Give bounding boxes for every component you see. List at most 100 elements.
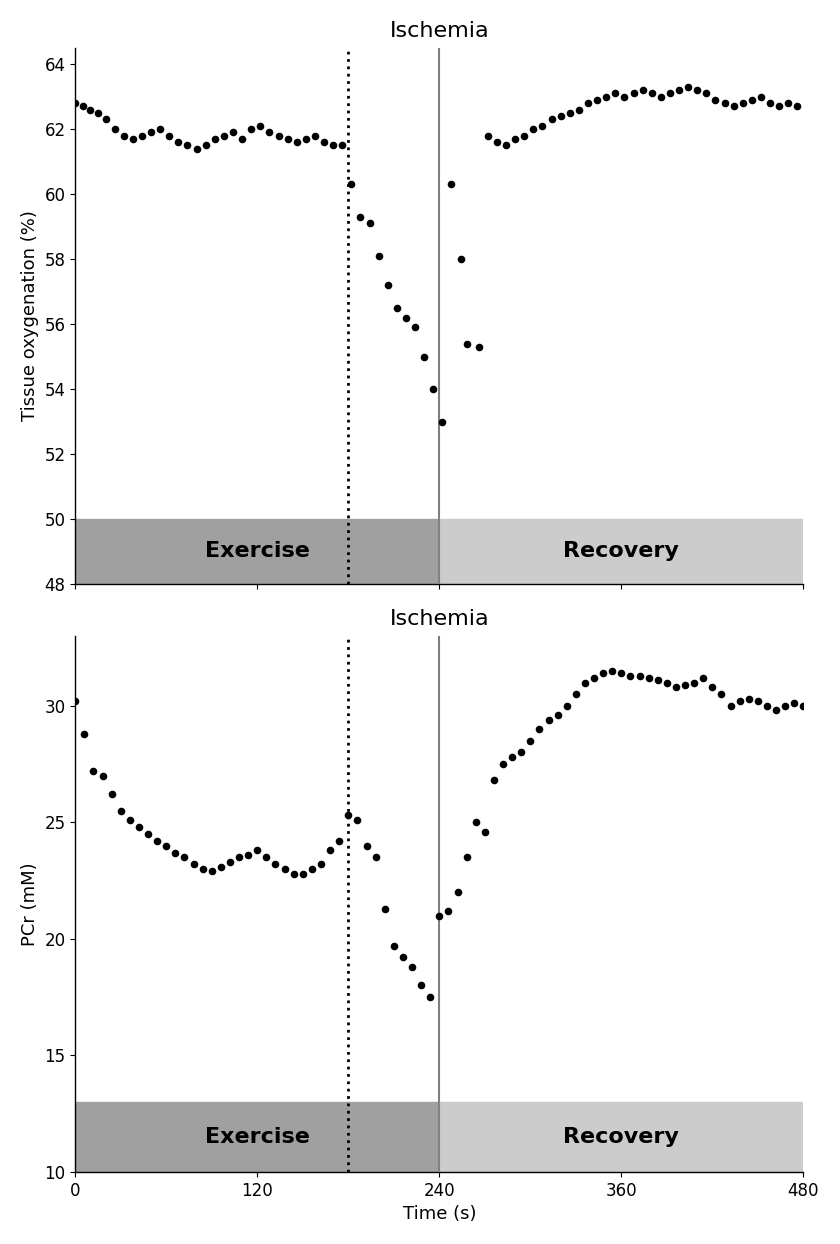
Point <box>126 129 139 149</box>
Point <box>796 695 810 715</box>
Point <box>378 898 391 918</box>
Point <box>572 100 585 119</box>
Text: Recovery: Recovery <box>564 541 680 561</box>
Point <box>132 817 145 837</box>
Title: Ischemia: Ischemia <box>390 608 489 628</box>
Point <box>77 724 91 744</box>
Point <box>181 136 194 156</box>
Point <box>272 126 286 146</box>
Point <box>296 863 309 883</box>
Point <box>696 668 710 688</box>
Point <box>235 129 249 149</box>
Point <box>681 77 695 97</box>
Point <box>414 975 428 995</box>
Point <box>254 116 267 136</box>
Point <box>460 847 474 867</box>
Point <box>642 668 655 688</box>
Point <box>709 90 722 109</box>
Point <box>527 119 540 139</box>
Point <box>108 119 122 139</box>
Point <box>333 831 346 851</box>
Point <box>508 129 522 149</box>
Point <box>460 333 474 353</box>
Point <box>764 93 777 113</box>
Point <box>600 87 613 107</box>
Point <box>788 694 801 714</box>
Point <box>196 860 209 880</box>
Point <box>733 692 747 712</box>
Point <box>105 785 118 805</box>
Point <box>290 132 303 152</box>
Point <box>624 666 638 685</box>
Point <box>506 748 519 768</box>
Point <box>617 87 631 107</box>
Point <box>205 861 218 881</box>
Point <box>444 174 458 194</box>
Point <box>87 761 100 781</box>
Point <box>92 103 105 123</box>
Point <box>633 666 646 685</box>
Point <box>517 126 531 146</box>
Point <box>223 852 237 872</box>
Point <box>790 97 804 117</box>
Point <box>615 663 628 683</box>
Point <box>69 93 82 113</box>
Point <box>472 337 486 357</box>
Point <box>578 673 591 693</box>
Point <box>163 126 176 146</box>
Point <box>645 83 659 103</box>
Point <box>423 988 437 1008</box>
X-axis label: Time (s): Time (s) <box>402 1205 476 1223</box>
Point <box>442 901 455 921</box>
Point <box>308 126 322 146</box>
Point <box>433 906 446 926</box>
Point <box>660 673 674 693</box>
Point <box>581 93 595 113</box>
Point <box>169 842 182 862</box>
Point <box>154 119 167 139</box>
Point <box>323 841 337 861</box>
Point <box>496 754 510 774</box>
Point <box>335 136 349 156</box>
Point <box>278 860 291 880</box>
Point <box>669 677 683 697</box>
Point <box>399 307 412 327</box>
Point <box>742 689 755 709</box>
Point <box>769 700 783 720</box>
Point <box>587 668 601 688</box>
Point <box>186 855 200 875</box>
Point <box>369 847 382 867</box>
Point <box>760 695 774 715</box>
Point <box>781 93 795 113</box>
Point <box>679 675 692 695</box>
Point <box>408 317 422 337</box>
Point <box>305 860 318 880</box>
Point <box>84 100 97 119</box>
Point <box>314 855 328 875</box>
Point <box>318 132 331 152</box>
Point <box>263 122 276 142</box>
Point <box>390 297 403 317</box>
Point <box>135 126 149 146</box>
Point <box>487 770 501 790</box>
Point <box>451 882 465 902</box>
Point <box>724 695 738 715</box>
Text: Exercise: Exercise <box>205 1127 310 1147</box>
Point <box>250 841 264 861</box>
Point <box>244 119 258 139</box>
Point <box>563 103 576 123</box>
Y-axis label: PCr (mM): PCr (mM) <box>21 862 39 945</box>
Point <box>706 677 719 697</box>
Point <box>591 90 604 109</box>
Point <box>478 822 491 842</box>
Point <box>354 207 367 226</box>
Title: Ischemia: Ischemia <box>390 21 489 41</box>
Point <box>654 87 668 107</box>
Point <box>491 132 504 152</box>
Point <box>533 719 546 739</box>
Point <box>499 136 512 156</box>
Point <box>454 249 467 269</box>
Bar <box>76 1102 439 1172</box>
Point <box>387 935 401 955</box>
Point <box>515 743 528 763</box>
